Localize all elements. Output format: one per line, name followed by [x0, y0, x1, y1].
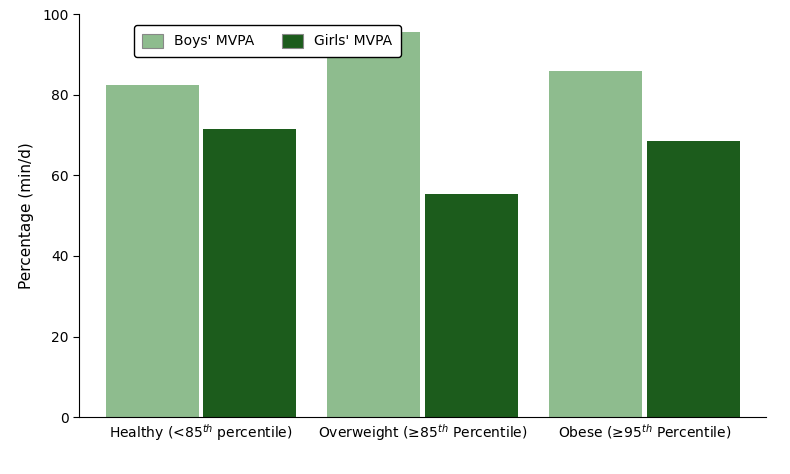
- Bar: [203, 129, 296, 417]
- Legend: Boys' MVPA, Girls' MVPA: Boys' MVPA, Girls' MVPA: [134, 25, 401, 57]
- Y-axis label: Percentage (min/d): Percentage (min/d): [19, 142, 34, 289]
- Bar: [425, 193, 518, 417]
- Bar: [549, 71, 642, 417]
- Bar: [327, 32, 420, 417]
- Bar: [106, 85, 199, 417]
- Bar: [646, 141, 739, 417]
